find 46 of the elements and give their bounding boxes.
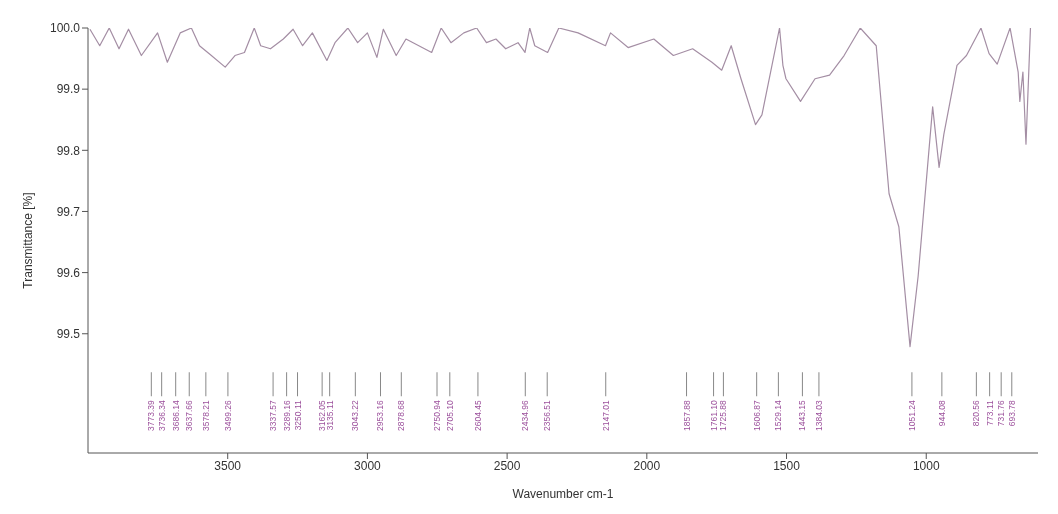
annotation: 2953.16 — [375, 399, 386, 431]
x-tick-label: 3000 — [354, 458, 382, 473]
annotation: 1384.03 — [813, 399, 824, 431]
y-tick-label: 99.7 — [56, 204, 81, 219]
annotation: 773.11 — [984, 399, 995, 426]
annotation: 1051.24 — [906, 399, 917, 431]
annotation: 2356.51 — [542, 399, 553, 431]
annotation: 1725.88 — [718, 399, 729, 431]
line-series — [89, 28, 1032, 348]
annotation: 1529.14 — [773, 399, 784, 431]
annotation: 3337.57 — [268, 399, 279, 431]
annotation: 1443.15 — [797, 399, 808, 431]
annotation: 3578.21 — [200, 399, 211, 431]
annotation: 3043.22 — [350, 399, 361, 431]
annotation: 693.78 — [1006, 399, 1017, 427]
y-tick-label: 99.8 — [56, 143, 81, 158]
x-axis-title: Wavenumber cm-1 — [512, 487, 614, 501]
y-tick-label: 99.9 — [56, 82, 81, 97]
annotation: 3250.11 — [292, 399, 303, 431]
y-axis-title: Transmittance [%] — [21, 192, 36, 289]
x-tick-label: 2500 — [493, 458, 521, 473]
annotation: 3686.14 — [170, 399, 181, 431]
annotation: 3773.39 — [146, 399, 157, 431]
annotation: 2750.94 — [432, 399, 442, 431]
x-tick-label: 2000 — [633, 458, 661, 473]
annotation: 1606.87 — [751, 399, 762, 431]
y-tick-label: 99.5 — [56, 327, 81, 342]
annotation: 944.08 — [936, 399, 947, 427]
annotation: 731.76 — [996, 399, 1007, 427]
annotation: 2604.45 — [472, 399, 483, 431]
annotation: 820.56 — [971, 399, 982, 427]
x-tick-label: 1500 — [773, 458, 801, 473]
y-tick-label: 100.0 — [49, 21, 81, 36]
annotation: 2878.68 — [396, 399, 407, 431]
annotation: 3736.34 — [156, 399, 167, 431]
annotation: 3637.66 — [184, 399, 195, 431]
annotation: 2147.01 — [600, 399, 611, 431]
annotation: 1857.88 — [681, 399, 692, 431]
x-tick-label: 1000 — [912, 458, 940, 473]
annotation: 3289.16 — [281, 399, 292, 431]
x-tick-label: 3500 — [214, 458, 242, 473]
annotation: 3499.26 — [222, 399, 233, 431]
annotation: 2434.96 — [520, 399, 531, 431]
annotation: 2705.10 — [444, 399, 455, 431]
y-tick-label: 99.6 — [56, 265, 81, 280]
annotation: 1761.10 — [708, 399, 719, 431]
